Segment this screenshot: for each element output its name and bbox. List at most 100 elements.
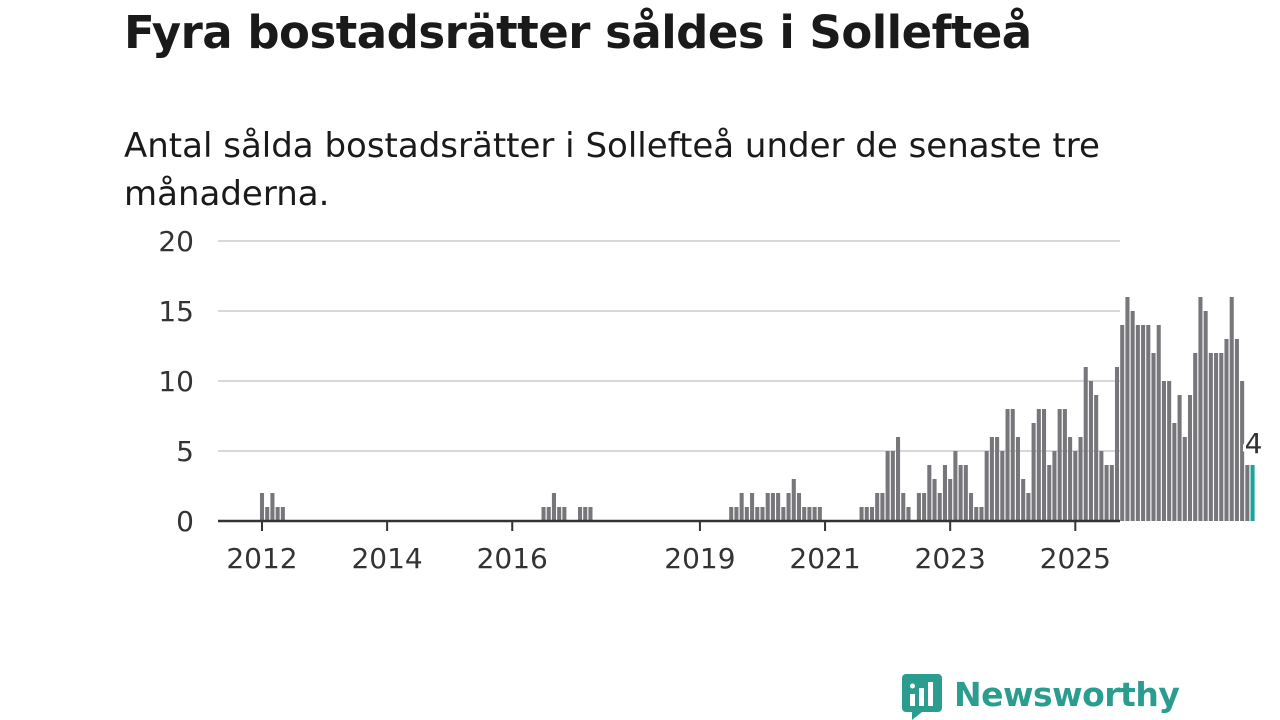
bar — [1073, 451, 1078, 521]
bar — [1068, 437, 1073, 521]
bar — [1021, 479, 1026, 521]
bar — [791, 479, 796, 521]
bars: 4 — [259, 297, 1265, 521]
bar — [927, 465, 932, 521]
bar — [1000, 451, 1005, 521]
y-tick-label: 10 — [158, 365, 194, 398]
bar — [864, 507, 869, 521]
bar — [963, 465, 968, 521]
bar — [1041, 409, 1047, 521]
bar — [1208, 353, 1213, 521]
bar — [1167, 381, 1172, 521]
bar — [1130, 311, 1135, 521]
bar — [1026, 493, 1031, 521]
bar — [551, 493, 556, 521]
bar — [817, 507, 822, 521]
x-tick-label: 2019 — [664, 542, 735, 575]
bar — [1135, 325, 1140, 521]
bar — [984, 451, 989, 521]
bar — [275, 507, 280, 521]
bar — [1214, 353, 1219, 521]
bar — [1182, 437, 1187, 521]
bar — [541, 507, 546, 521]
bar — [781, 507, 786, 521]
bar — [1177, 395, 1182, 521]
bar — [1062, 409, 1067, 521]
bar — [948, 479, 953, 521]
bar — [906, 507, 911, 521]
bar — [1094, 395, 1099, 521]
bar — [802, 507, 807, 521]
bar — [1083, 367, 1088, 521]
bar — [807, 507, 812, 521]
bar — [770, 493, 775, 521]
y-tick-label: 15 — [158, 295, 194, 328]
bar — [750, 493, 755, 521]
bar — [922, 493, 927, 521]
bar — [1104, 465, 1109, 521]
bar — [901, 493, 906, 521]
x-tick-label: 2025 — [1040, 542, 1111, 575]
bar — [974, 507, 979, 521]
bar — [562, 507, 567, 521]
bar — [588, 507, 593, 521]
bar — [1219, 353, 1224, 521]
bar — [1198, 297, 1203, 521]
bar — [916, 493, 921, 521]
bar — [786, 493, 791, 521]
bar — [1114, 367, 1120, 521]
bar — [896, 437, 901, 521]
bar — [557, 507, 562, 521]
bar — [1240, 381, 1245, 521]
bar — [995, 437, 1000, 521]
bar — [1036, 409, 1041, 521]
bar — [1141, 325, 1146, 521]
bar — [583, 507, 588, 521]
bar — [265, 507, 270, 521]
bar — [776, 493, 781, 521]
gridlines — [218, 240, 1120, 452]
bar — [1161, 381, 1166, 521]
bar — [1172, 423, 1177, 521]
bar — [1187, 395, 1193, 521]
x-tick-label: 2012 — [226, 542, 297, 575]
bar — [739, 493, 744, 521]
bar — [1203, 311, 1208, 521]
bar — [1125, 297, 1130, 521]
bar — [979, 507, 984, 521]
bar — [546, 507, 551, 521]
bar — [270, 493, 275, 521]
bar — [1151, 353, 1156, 521]
x-tick-label: 2021 — [789, 542, 860, 575]
bar — [1047, 465, 1052, 521]
bar — [734, 507, 739, 521]
x-tick-label: 2014 — [351, 542, 422, 575]
x-tick-label: 2016 — [477, 542, 548, 575]
bar — [890, 451, 895, 521]
bar — [1224, 339, 1229, 521]
bar — [1052, 451, 1057, 521]
bar — [1234, 339, 1239, 521]
bar — [880, 493, 885, 521]
bar — [989, 437, 994, 521]
y-axis: 0 5 10 15 20 — [158, 225, 194, 538]
bar — [1010, 409, 1015, 521]
bar — [280, 507, 285, 521]
bar — [796, 493, 802, 521]
bar — [1120, 325, 1125, 521]
bar — [1156, 325, 1161, 521]
bar — [932, 479, 937, 521]
bar — [942, 465, 948, 521]
bar — [1245, 465, 1250, 521]
bar — [760, 507, 765, 521]
chart-speech-bubble-icon — [902, 674, 942, 720]
bar — [765, 493, 770, 521]
bar — [885, 451, 890, 521]
y-tick-label: 20 — [158, 225, 194, 258]
bar — [259, 493, 265, 521]
bar — [744, 507, 749, 521]
highlight-value-label: 4 — [1245, 427, 1263, 460]
bar — [969, 493, 974, 521]
bar — [859, 507, 864, 521]
bar — [577, 507, 583, 521]
